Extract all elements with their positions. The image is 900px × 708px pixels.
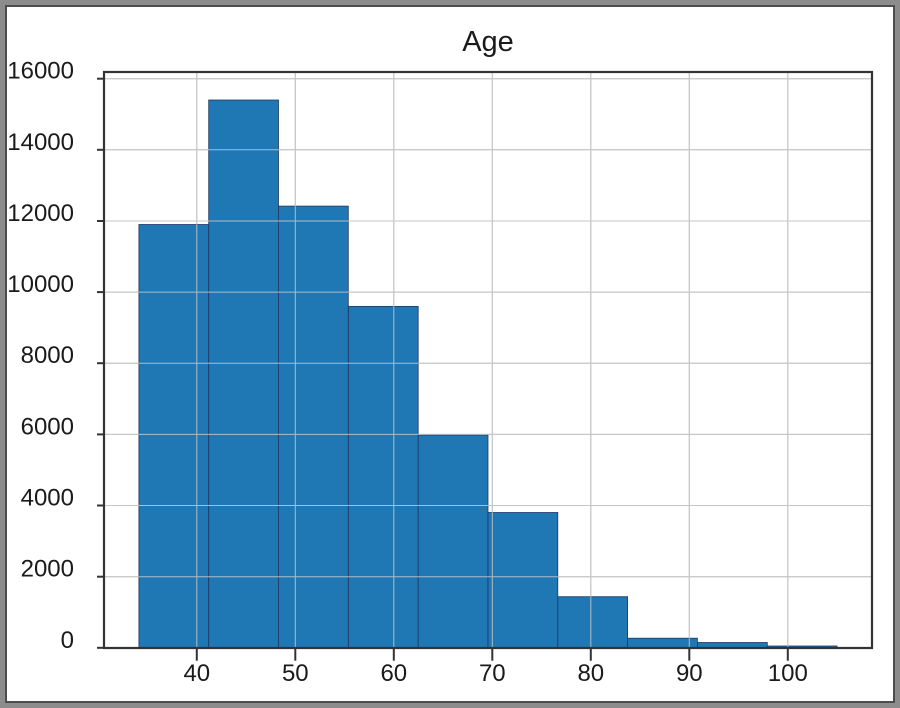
svg-text:6000: 6000	[21, 413, 74, 440]
svg-text:60: 60	[380, 660, 407, 687]
svg-text:16000: 16000	[7, 58, 74, 85]
svg-text:0: 0	[61, 627, 74, 654]
svg-text:Age: Age	[462, 26, 514, 58]
svg-text:4000: 4000	[21, 485, 74, 512]
svg-text:8000: 8000	[21, 342, 74, 369]
svg-text:12000: 12000	[7, 200, 74, 227]
svg-text:50: 50	[282, 660, 309, 687]
svg-text:40: 40	[183, 660, 210, 687]
svg-text:70: 70	[479, 660, 506, 687]
svg-text:14000: 14000	[7, 129, 74, 156]
svg-text:80: 80	[577, 660, 604, 687]
svg-text:100: 100	[768, 660, 808, 687]
svg-text:90: 90	[676, 660, 703, 687]
svg-text:10000: 10000	[7, 271, 74, 298]
svg-text:2000: 2000	[21, 556, 74, 583]
